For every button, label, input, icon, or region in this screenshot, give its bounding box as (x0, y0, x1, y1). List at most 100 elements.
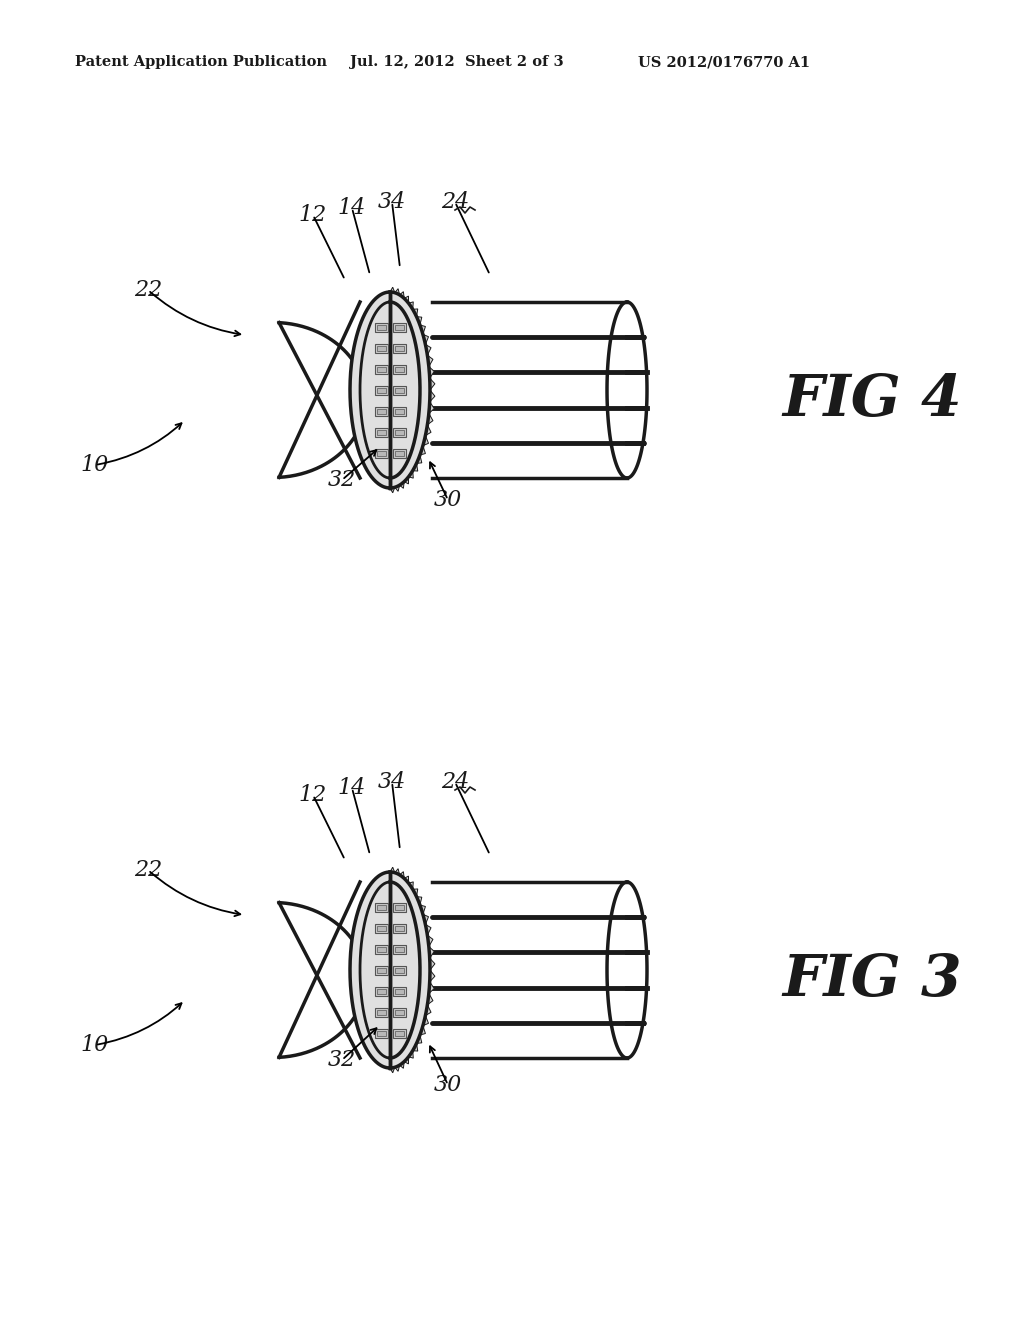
Text: 12: 12 (299, 205, 327, 226)
Polygon shape (390, 867, 395, 873)
Bar (377, 1031, 385, 1035)
Bar (375, 903, 387, 912)
Bar (375, 924, 387, 932)
Bar (377, 388, 385, 392)
Polygon shape (430, 389, 435, 401)
Bar (392, 407, 406, 416)
Polygon shape (425, 1005, 431, 1015)
Polygon shape (430, 379, 435, 389)
Bar (377, 325, 385, 330)
Polygon shape (395, 869, 399, 875)
Bar (392, 903, 406, 912)
Polygon shape (420, 1026, 425, 1035)
Text: FIG 3: FIG 3 (782, 952, 962, 1008)
Bar (394, 367, 403, 371)
Bar (394, 388, 403, 392)
Bar (392, 449, 406, 458)
Polygon shape (390, 288, 395, 293)
Bar (375, 1007, 387, 1016)
Bar (375, 428, 387, 437)
Bar (394, 346, 403, 351)
Polygon shape (413, 1043, 418, 1051)
Polygon shape (395, 1065, 399, 1072)
Bar (394, 1010, 403, 1015)
Polygon shape (360, 302, 420, 478)
Text: 32: 32 (328, 469, 356, 491)
Polygon shape (409, 882, 414, 890)
Polygon shape (425, 924, 431, 936)
Bar (377, 904, 385, 909)
Polygon shape (350, 873, 430, 1068)
Polygon shape (429, 946, 434, 958)
Polygon shape (425, 425, 431, 436)
Text: 14: 14 (338, 197, 367, 219)
Bar (394, 450, 403, 455)
Bar (377, 408, 385, 413)
Text: US 2012/0176770 A1: US 2012/0176770 A1 (638, 55, 810, 69)
Bar (394, 968, 403, 973)
Bar (392, 965, 406, 974)
Polygon shape (417, 896, 422, 906)
Bar (375, 965, 387, 974)
Polygon shape (427, 355, 433, 367)
Polygon shape (404, 477, 409, 484)
Polygon shape (409, 302, 414, 309)
Bar (377, 989, 385, 994)
Bar (377, 1010, 385, 1015)
Polygon shape (409, 471, 414, 478)
Text: 34: 34 (378, 771, 407, 793)
Bar (377, 946, 385, 952)
Bar (377, 968, 385, 973)
Bar (375, 385, 387, 395)
Bar (392, 343, 406, 352)
Polygon shape (399, 1061, 404, 1068)
Bar (394, 325, 403, 330)
Bar (392, 385, 406, 395)
Polygon shape (417, 317, 422, 325)
Polygon shape (607, 882, 647, 1059)
Polygon shape (429, 367, 434, 379)
Bar (392, 945, 406, 953)
Polygon shape (430, 958, 435, 970)
Bar (377, 450, 385, 455)
Polygon shape (417, 1035, 422, 1043)
Text: 10: 10 (81, 1034, 110, 1056)
Bar (392, 1028, 406, 1038)
Polygon shape (427, 936, 433, 946)
Text: Jul. 12, 2012  Sheet 2 of 3: Jul. 12, 2012 Sheet 2 of 3 (350, 55, 563, 69)
Polygon shape (423, 334, 428, 345)
Polygon shape (417, 455, 422, 463)
Text: 30: 30 (434, 488, 462, 511)
Bar (394, 429, 403, 434)
Polygon shape (607, 302, 647, 478)
Bar (394, 989, 403, 994)
Polygon shape (432, 302, 627, 478)
Polygon shape (409, 1051, 414, 1059)
Polygon shape (404, 1057, 409, 1064)
Polygon shape (395, 486, 399, 491)
Bar (375, 364, 387, 374)
Bar (392, 322, 406, 331)
Polygon shape (390, 487, 395, 492)
Text: 24: 24 (441, 771, 469, 793)
Bar (377, 429, 385, 434)
Polygon shape (413, 463, 418, 471)
Bar (375, 1028, 387, 1038)
Bar (375, 322, 387, 331)
Text: 22: 22 (134, 859, 162, 880)
Polygon shape (427, 413, 433, 425)
Bar (394, 904, 403, 909)
Polygon shape (427, 994, 433, 1005)
Polygon shape (280, 903, 366, 1057)
Bar (375, 986, 387, 995)
Text: 34: 34 (378, 191, 407, 213)
Polygon shape (280, 322, 366, 478)
Bar (392, 364, 406, 374)
Bar (375, 449, 387, 458)
Polygon shape (420, 325, 425, 334)
Polygon shape (399, 482, 404, 488)
Polygon shape (420, 906, 425, 915)
Text: 14: 14 (338, 777, 367, 799)
Polygon shape (420, 446, 425, 455)
Polygon shape (423, 436, 428, 446)
